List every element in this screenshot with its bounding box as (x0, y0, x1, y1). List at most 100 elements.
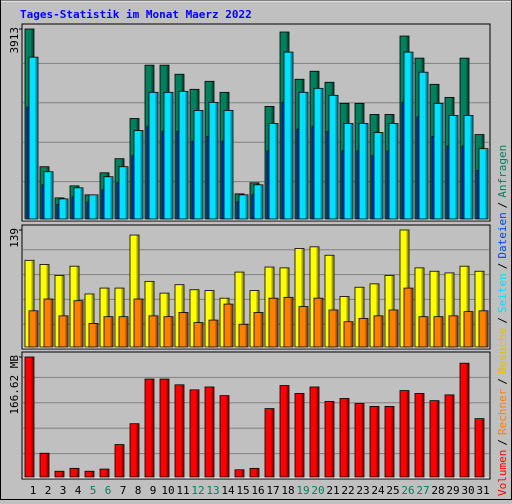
bar-shade (440, 103, 443, 219)
bar-shade (185, 91, 188, 219)
bar (28, 56, 39, 220)
bar (208, 319, 219, 348)
bar (234, 469, 245, 478)
bar (298, 91, 309, 220)
bar-group (73, 300, 84, 348)
bar (388, 309, 399, 348)
bar-shade (395, 123, 398, 219)
bar (283, 296, 294, 348)
bar-shade (361, 287, 364, 347)
x-tick-label: 18 (281, 484, 294, 497)
legend-entry: Volumen (496, 450, 509, 496)
bar-shade (470, 312, 473, 347)
bar-group (373, 132, 384, 220)
x-tick-label: 21 (326, 484, 339, 497)
bar (208, 101, 219, 220)
bar-group (54, 470, 65, 478)
bar (343, 123, 354, 220)
bar-shade (361, 404, 364, 477)
bar-group (129, 423, 140, 478)
bar (43, 171, 54, 220)
bar-group (148, 91, 159, 220)
bar-shade (376, 284, 379, 347)
bar-group (58, 198, 69, 220)
bar-group (253, 312, 264, 348)
bar (73, 300, 84, 348)
bar-group (43, 171, 54, 220)
chart-title: Tages-Statistik im Monat Maerz 2022 (20, 8, 252, 21)
bar-shade (76, 468, 79, 477)
x-tick-label: 29 (446, 484, 459, 497)
bar-group (324, 400, 335, 478)
bar-shade (286, 386, 289, 477)
bar (118, 166, 129, 220)
bar-group (369, 406, 380, 478)
bar-shade (125, 317, 128, 347)
bar-shade (436, 271, 439, 347)
y-tick-label: 166.62 MB (8, 355, 21, 415)
x-tick-label: 31 (476, 484, 489, 497)
bar-shade (485, 149, 488, 219)
x-tick-label: 12 (191, 484, 204, 497)
bar-group (403, 287, 414, 348)
bar-group (69, 467, 80, 478)
x-tick-label: 5 (90, 484, 97, 497)
bar-group (279, 385, 290, 478)
bar-shade (110, 317, 113, 347)
bar-group (133, 298, 144, 348)
x-tick-label: 10 (161, 484, 174, 497)
bar-shade (455, 115, 458, 219)
bar-group (208, 101, 219, 220)
legend-separator: / (496, 263, 509, 270)
bar (478, 310, 489, 348)
bar (238, 194, 249, 220)
bar-group (204, 386, 215, 478)
x-tick-label: 17 (266, 484, 279, 497)
bar-shade (425, 72, 428, 219)
bar-group (478, 148, 489, 220)
bar (133, 298, 144, 348)
bar-group (268, 123, 279, 220)
bar (418, 71, 429, 220)
bar-group (99, 468, 110, 478)
bar-group (118, 166, 129, 220)
bar-shade (380, 133, 383, 219)
bar-shade (110, 177, 113, 219)
x-tick-label: 22 (341, 484, 354, 497)
bar-shade (301, 249, 304, 347)
bar-shade (200, 110, 203, 219)
bar-shade (466, 266, 469, 347)
bar-group (238, 323, 249, 348)
bar (249, 467, 260, 478)
bar-group (174, 384, 185, 478)
bar-shade (421, 268, 424, 347)
bar-group (73, 187, 84, 220)
bar-shade (410, 288, 413, 347)
bar (328, 94, 339, 220)
bar-shade (155, 316, 158, 347)
bar-shade (320, 88, 323, 219)
bar (219, 395, 230, 478)
bar-shade (166, 379, 169, 477)
bar (189, 389, 200, 478)
bar-group (358, 317, 369, 348)
bar-group (283, 296, 294, 348)
y-tick-label: 3913 (8, 27, 21, 54)
bar-shade (50, 299, 53, 347)
bar (358, 317, 369, 348)
bar-group (433, 316, 444, 348)
bar-shade (196, 390, 199, 477)
bar-shade (140, 131, 143, 219)
bar-shade (320, 298, 323, 347)
bar-group (223, 303, 234, 348)
bar-group (418, 71, 429, 220)
bar-shade (316, 387, 319, 477)
y-tick-label: 139 (8, 228, 21, 248)
bar-shade (151, 281, 154, 347)
x-tick-label: 26 (401, 484, 414, 497)
bar-group (148, 315, 159, 348)
bar-shade (181, 385, 184, 477)
bar-shade (230, 304, 233, 347)
bar-shade (436, 401, 439, 477)
bar (324, 400, 335, 478)
